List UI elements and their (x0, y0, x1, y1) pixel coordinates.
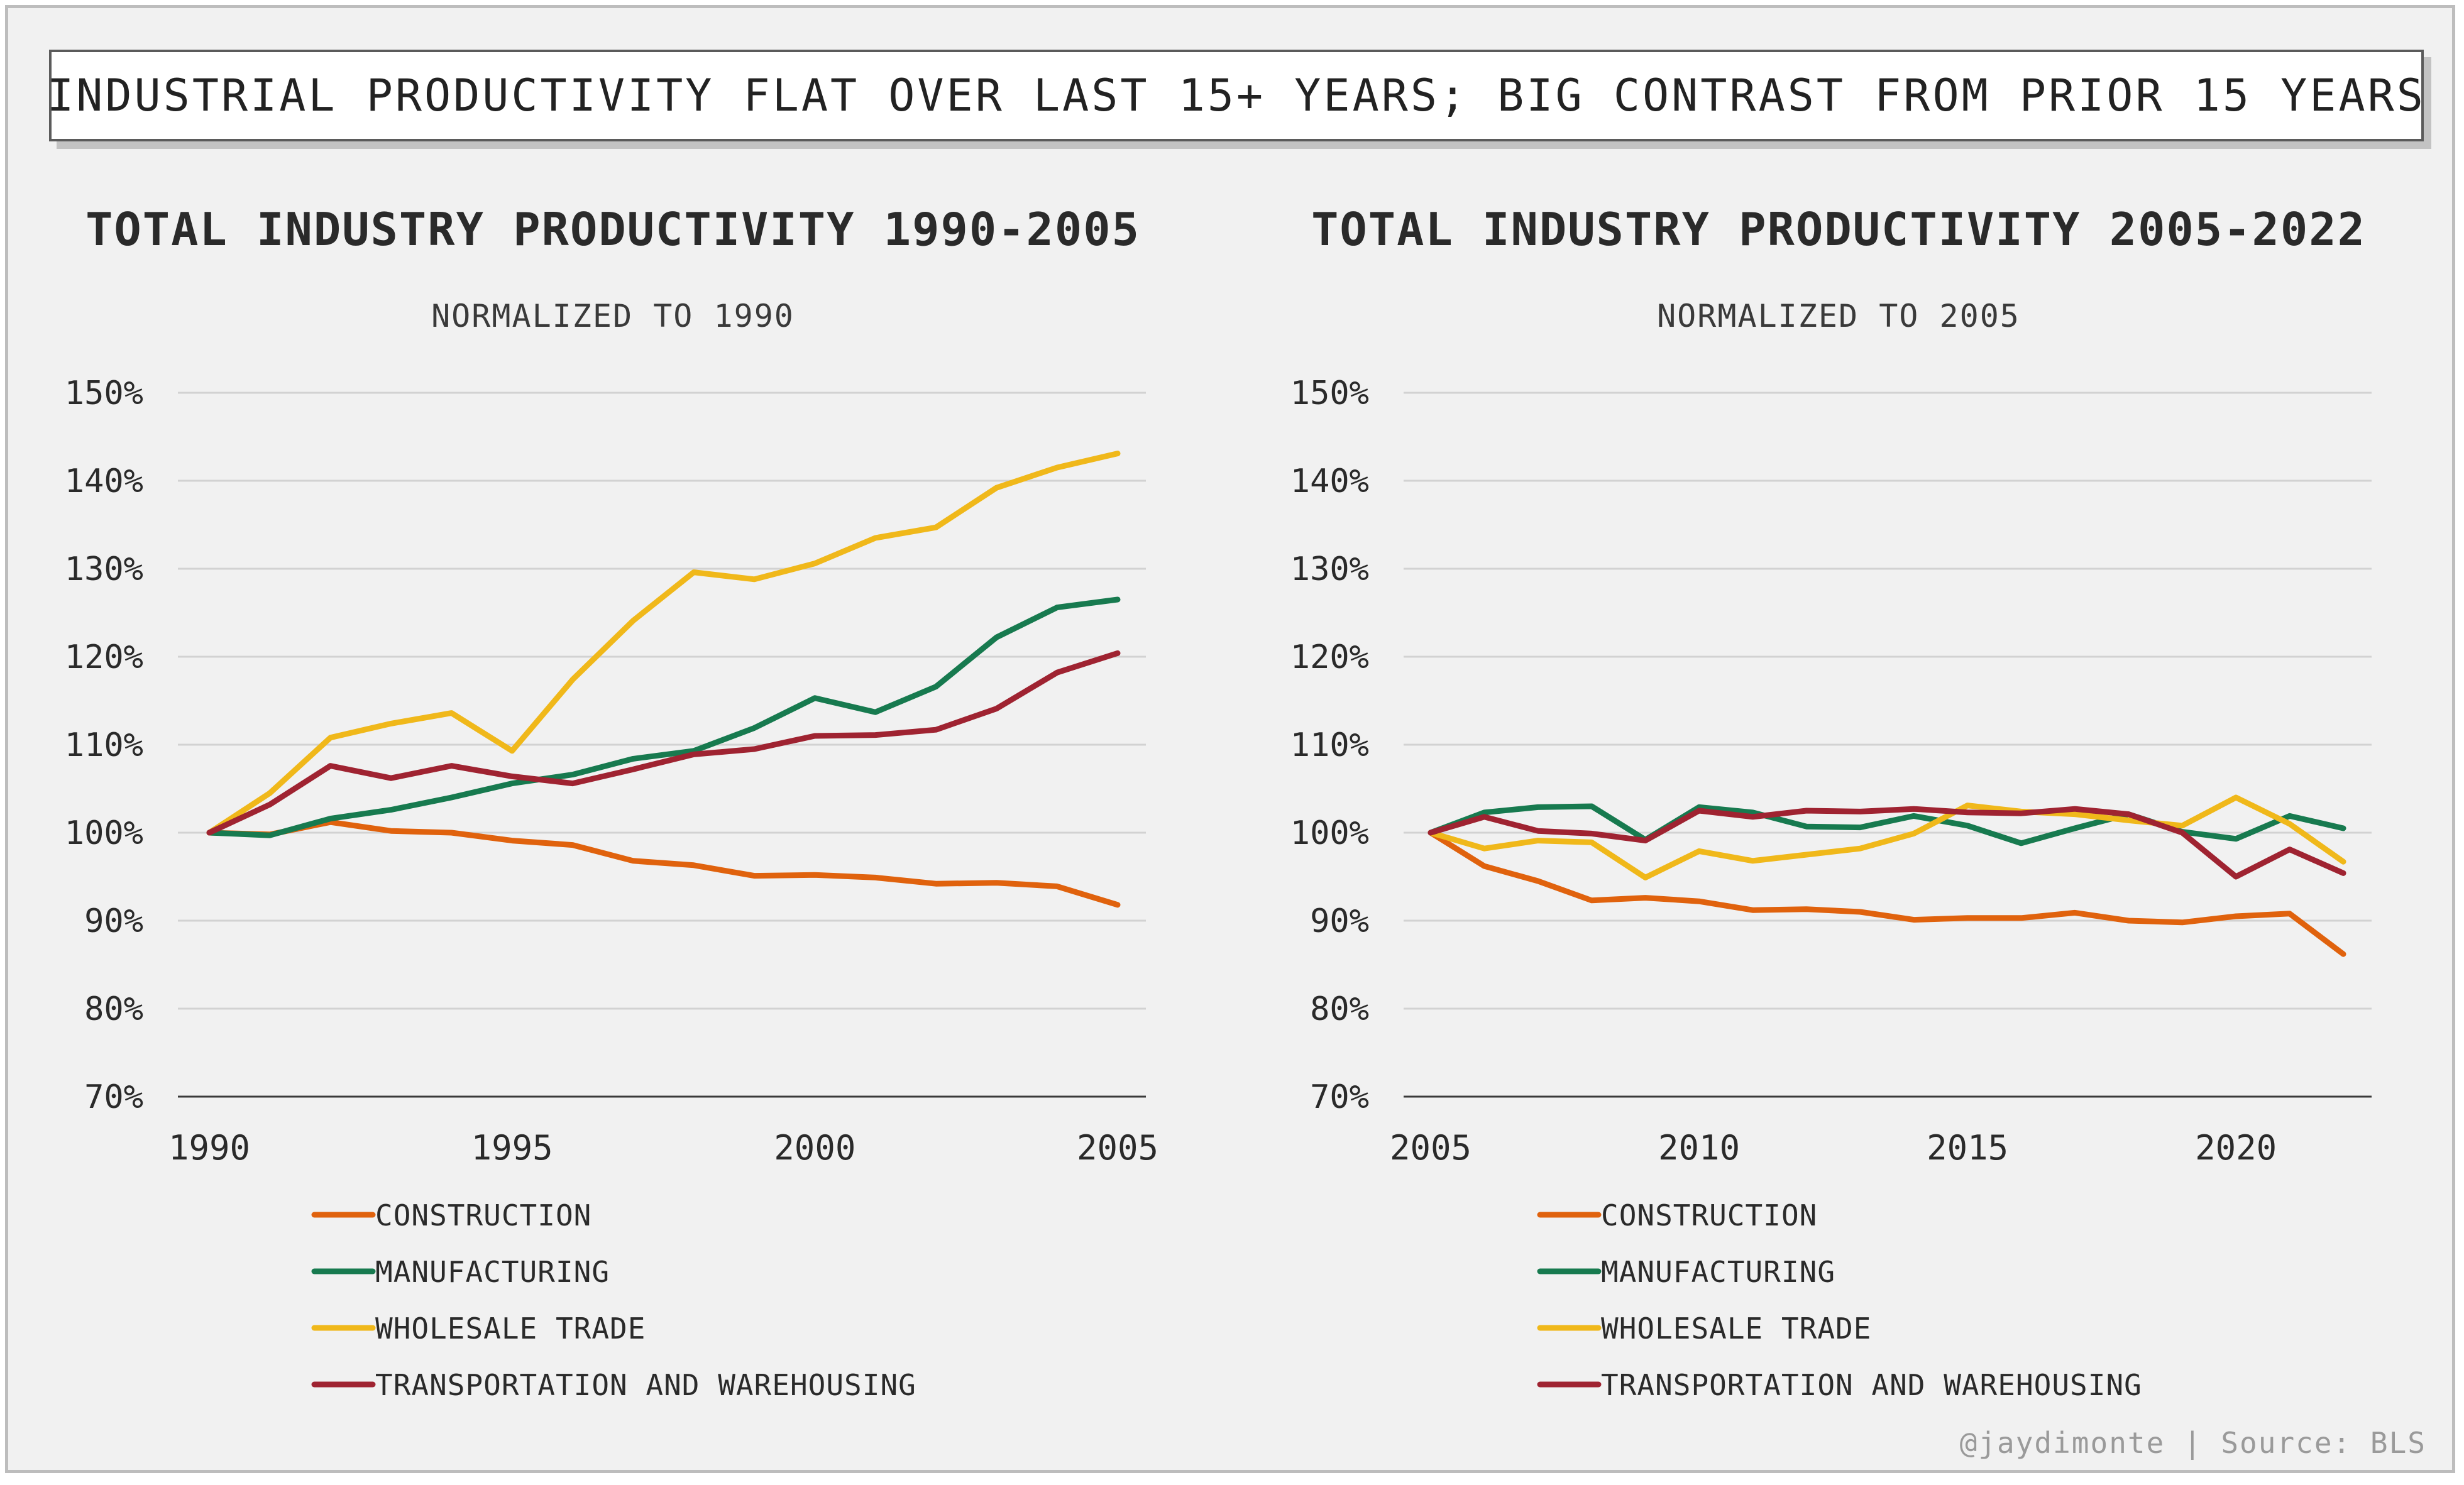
y-tick-label: 110% (1290, 726, 1369, 764)
y-tick-label: 70% (84, 1078, 143, 1116)
x-tick-label: 2005 (1390, 1128, 1471, 1168)
legend-label: TRANSPORTATION AND WAREHOUSING (1601, 1368, 2142, 1402)
y-tick-label: 80% (84, 990, 143, 1028)
legend-item: WHOLESALE TRADE (1537, 1312, 1871, 1345)
y-tick-label: 120% (1290, 638, 1369, 676)
series-line-construction (1427, 830, 2346, 957)
y-tick-label: 150% (65, 375, 143, 412)
chart-panel-2: TOTAL INDUSTRY PRODUCTIVITY 2005-2022 NOR… (1290, 203, 2372, 1402)
y-tick-label: 130% (65, 551, 143, 588)
x-tick-label: 2000 (774, 1128, 855, 1168)
legend-label: TRANSPORTATION AND WAREHOUSING (375, 1368, 916, 1402)
series-line-transportation-and-warehousing (206, 650, 1121, 836)
x-tick-label: 1995 (471, 1128, 553, 1168)
y-tick-label: 90% (84, 902, 143, 940)
y-tick-label: 120% (65, 638, 143, 676)
x-tick-label: 1990 (168, 1128, 250, 1168)
legend-label: MANUFACTURING (1601, 1255, 1835, 1289)
legend-label: MANUFACTURING (375, 1255, 610, 1289)
chart-title: TOTAL INDUSTRY PRODUCTIVITY 2005-2022 (1311, 203, 2366, 256)
y-tick-label: 100% (1290, 814, 1369, 852)
x-tick-label: 2020 (2195, 1128, 2277, 1168)
legend-item: TRANSPORTATION AND WAREHOUSING (1537, 1368, 2142, 1402)
y-tick-label: 90% (1310, 902, 1369, 940)
headline-banner: INDUSTRIAL PRODUCTIVITY FLAT OVER LAST 1… (47, 50, 2424, 141)
legend-label: CONSTRUCTION (1601, 1198, 1817, 1232)
source-credit: @jaydimonte | Source: BLS (1959, 1426, 2426, 1460)
x-tick-label: 2010 (1658, 1128, 1740, 1168)
chart-panel-1: TOTAL INDUSTRY PRODUCTIVITY 1990-2005 NOR… (65, 203, 1158, 1402)
legend-item: MANUFACTURING (311, 1255, 610, 1289)
legend-label: WHOLESALE TRADE (1601, 1312, 1871, 1345)
legend-label: WHOLESALE TRADE (375, 1312, 646, 1345)
series-line-construction (206, 819, 1121, 908)
x-tick-label: 2005 (1077, 1128, 1158, 1168)
y-tick-label: 140% (1290, 463, 1369, 500)
legend-label: CONSTRUCTION (375, 1198, 591, 1232)
series-line-manufacturing (1427, 803, 2346, 847)
chart-subtitle: NORMALIZED TO 2005 (1657, 298, 2020, 334)
y-tick-label: 140% (65, 463, 143, 500)
y-tick-label: 130% (1290, 551, 1369, 588)
legend-item: CONSTRUCTION (311, 1198, 591, 1232)
legend-item: CONSTRUCTION (1537, 1198, 1817, 1232)
y-tick-label: 70% (1310, 1078, 1369, 1116)
series-line-transportation-and-warehousing (1427, 806, 2346, 880)
x-tick-label: 2015 (1927, 1128, 2008, 1168)
series-line-wholesale-trade (1427, 794, 2346, 880)
chart-frame: INDUSTRIAL PRODUCTIVITY FLAT OVER LAST 1… (5, 5, 2455, 1473)
chart-subtitle: NORMALIZED TO 1990 (431, 298, 795, 334)
legend-item: TRANSPORTATION AND WAREHOUSING (311, 1368, 916, 1402)
y-tick-label: 110% (65, 726, 143, 764)
y-tick-label: 80% (1310, 990, 1369, 1028)
chart-title: TOTAL INDUSTRY PRODUCTIVITY 1990-2005 (85, 203, 1140, 256)
legend-item: MANUFACTURING (1537, 1255, 1835, 1289)
series-line-wholesale-trade (206, 451, 1121, 836)
legend-item: WHOLESALE TRADE (311, 1312, 646, 1345)
series-line-manufacturing (206, 596, 1121, 838)
y-tick-label: 100% (65, 814, 143, 852)
y-tick-label: 150% (1290, 375, 1369, 412)
